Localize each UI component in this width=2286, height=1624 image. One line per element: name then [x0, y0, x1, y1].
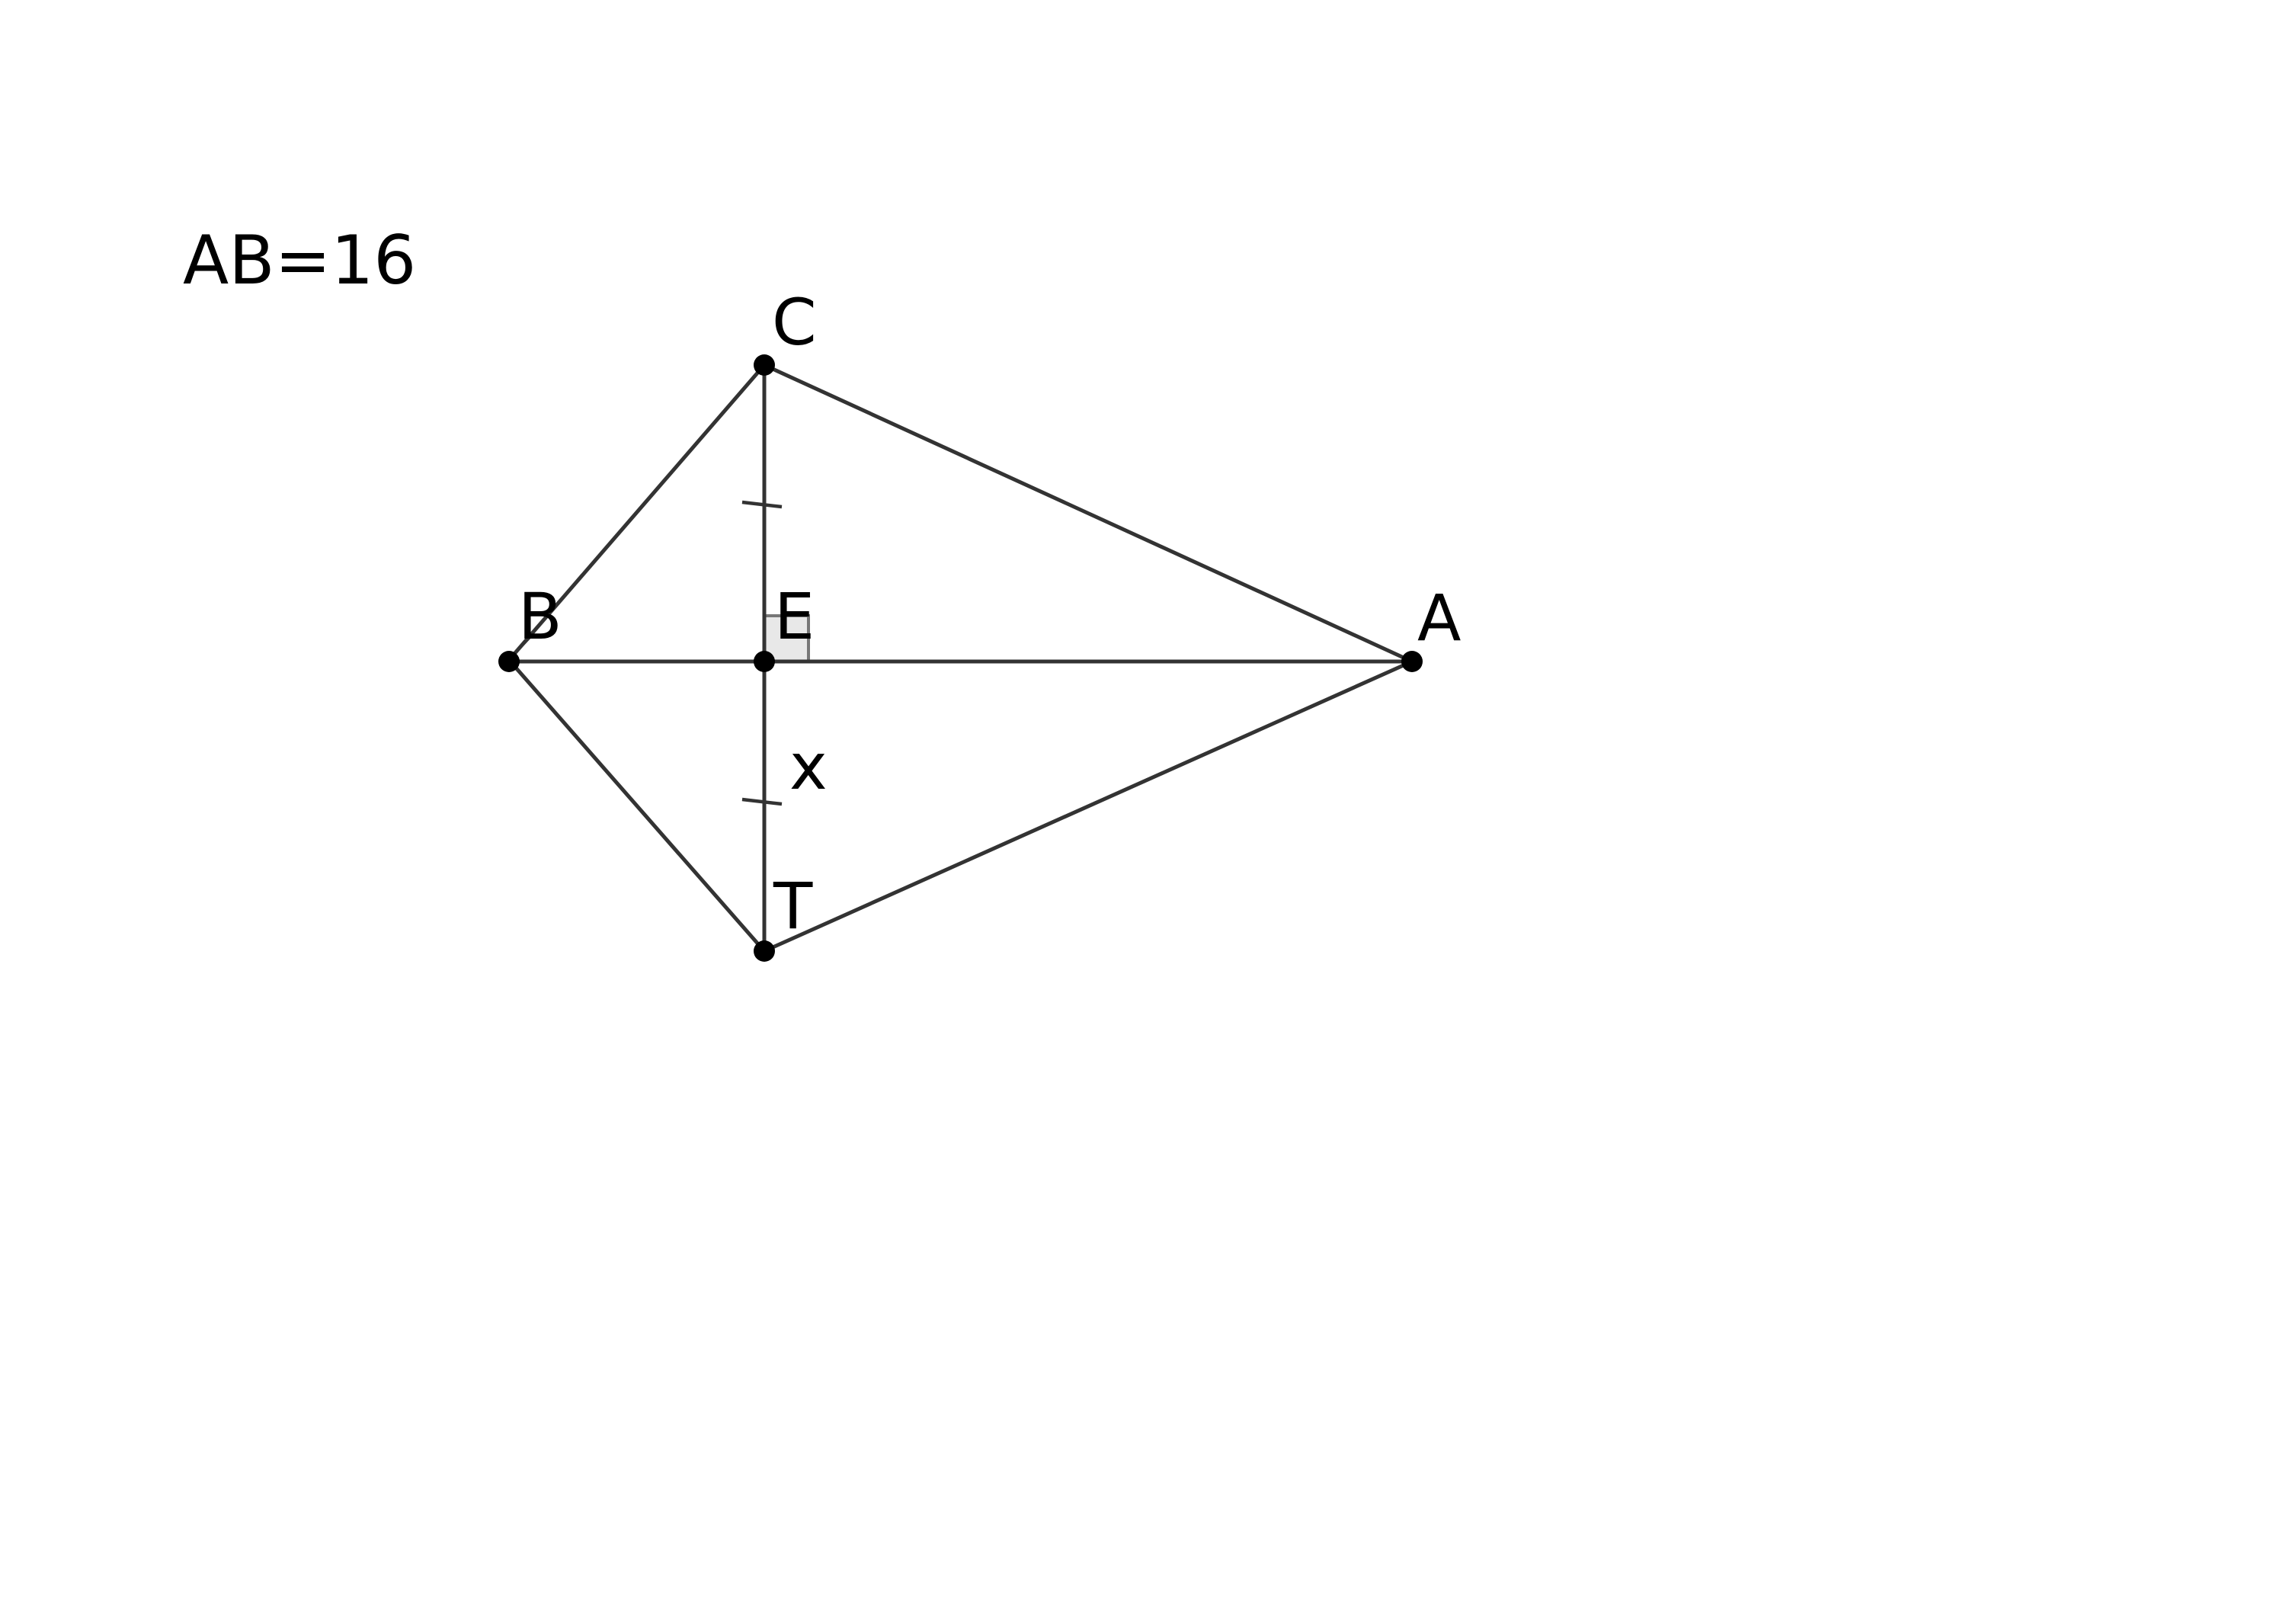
label-c: C	[772, 285, 817, 360]
point-e	[754, 651, 775, 672]
label-x: x	[789, 729, 828, 804]
point-b	[498, 651, 520, 672]
segment-bc	[507, 364, 766, 661]
given-length: AB=16	[183, 221, 416, 299]
tick-mark-et	[741, 797, 783, 806]
point-t	[754, 940, 775, 962]
segment-ca	[763, 363, 1414, 664]
right-angle-marker	[764, 614, 810, 660]
angle-mark-b	[517, 636, 531, 651]
label-e: E	[774, 579, 815, 654]
segment-bt	[507, 658, 766, 953]
label-t: T	[773, 869, 813, 943]
point-a	[1401, 651, 1423, 672]
label-b: B	[518, 579, 562, 654]
point-c	[754, 354, 775, 376]
tick-mark-ce	[741, 500, 783, 509]
label-a: A	[1417, 581, 1461, 655]
segment-ta	[763, 659, 1414, 953]
